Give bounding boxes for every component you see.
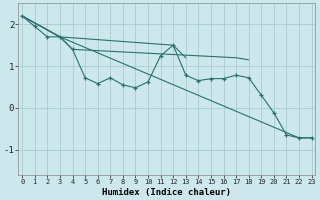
X-axis label: Humidex (Indice chaleur): Humidex (Indice chaleur) [102,188,231,197]
